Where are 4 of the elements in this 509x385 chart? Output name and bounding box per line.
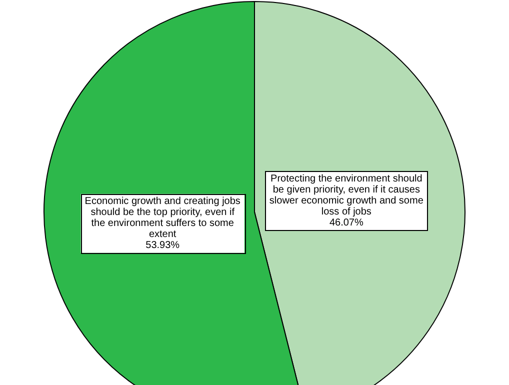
data-label: 53.93% [146, 240, 180, 252]
slice-label: Economic growth and creating jobs should be the top priority, even if the environment suffers to some extent [84, 196, 240, 240]
slice-label: Protecting the environment should be given priority, even if it causes slower economic growth and some loss of jobs [269, 173, 424, 218]
data-label: 46.07% [329, 217, 364, 228]
